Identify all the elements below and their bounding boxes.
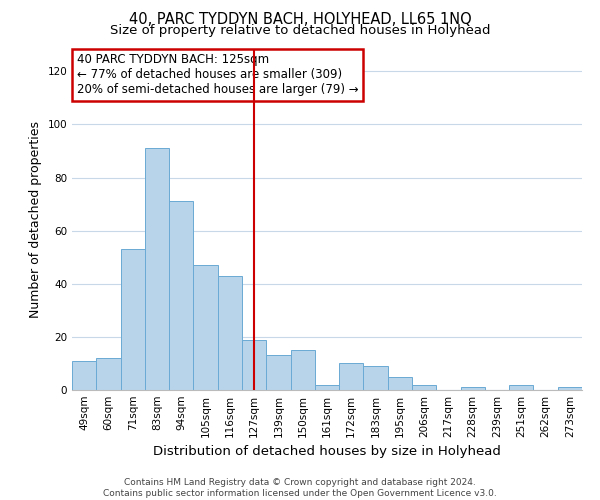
Bar — [339, 364, 364, 390]
Text: 40 PARC TYDDYN BACH: 125sqm
← 77% of detached houses are smaller (309)
20% of se: 40 PARC TYDDYN BACH: 125sqm ← 77% of det… — [77, 54, 359, 96]
Bar — [169, 202, 193, 390]
Bar — [315, 384, 339, 390]
Y-axis label: Number of detached properties: Number of detached properties — [29, 122, 42, 318]
Bar — [290, 350, 315, 390]
Bar — [72, 361, 96, 390]
Bar — [558, 388, 582, 390]
Bar — [193, 265, 218, 390]
Text: Contains HM Land Registry data © Crown copyright and database right 2024.
Contai: Contains HM Land Registry data © Crown c… — [103, 478, 497, 498]
Bar — [96, 358, 121, 390]
Text: 40, PARC TYDDYN BACH, HOLYHEAD, LL65 1NQ: 40, PARC TYDDYN BACH, HOLYHEAD, LL65 1NQ — [128, 12, 472, 28]
Text: Size of property relative to detached houses in Holyhead: Size of property relative to detached ho… — [110, 24, 490, 37]
Bar — [121, 249, 145, 390]
Bar — [266, 356, 290, 390]
X-axis label: Distribution of detached houses by size in Holyhead: Distribution of detached houses by size … — [153, 446, 501, 458]
Bar — [412, 384, 436, 390]
Bar — [364, 366, 388, 390]
Bar — [218, 276, 242, 390]
Bar — [461, 388, 485, 390]
Bar — [242, 340, 266, 390]
Bar — [509, 384, 533, 390]
Bar — [388, 376, 412, 390]
Bar — [145, 148, 169, 390]
